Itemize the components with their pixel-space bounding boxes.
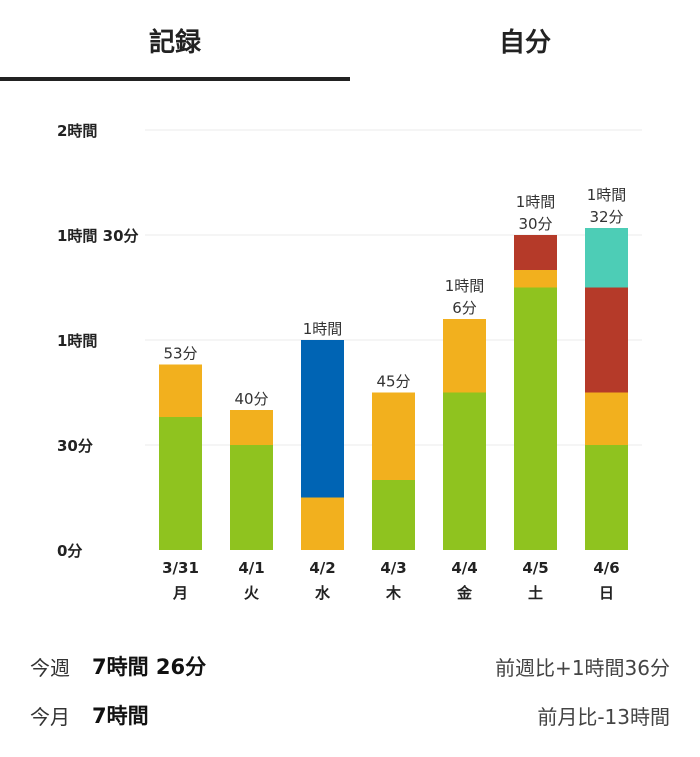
y-tick-label: 30分 (57, 437, 93, 455)
monthly-summary-row: 今月 7時間 前月比-13時間 (30, 695, 670, 735)
bar-segment-orange (159, 364, 202, 417)
tab-bar: 記録 自分 (0, 0, 700, 82)
weekly-stacked-bar-chart: 0分 30分 1時間 1時間 30分 2時間 53分 3/31 月 40分 4/1 火 1時間 4/2 水… (57, 122, 642, 602)
x-tick-weekday: 月 (172, 584, 188, 602)
bar-total-label: 30分 (518, 215, 552, 233)
bar-total-label: 1時間 (516, 193, 556, 211)
bar-segment-teal (585, 228, 628, 288)
x-tick-weekday: 水 (315, 584, 331, 602)
bar-segment-orange (301, 497, 344, 550)
bar-segment-red (514, 235, 557, 270)
tab-self[interactable]: 自分 (498, 27, 551, 58)
weekly-summary-row: 今週 7時間 26分 前週比+1時間36分 (30, 646, 670, 686)
month-comparison: 前月比-13時間 (537, 704, 670, 729)
y-tick-label: 1時間 (57, 332, 97, 350)
bar-total-label: 6分 (452, 299, 477, 317)
x-tick-date: 4/6 (593, 559, 619, 577)
x-tick-weekday: 土 (528, 584, 543, 602)
x-tick-date: 4/3 (380, 559, 406, 577)
bar-segment-orange (514, 270, 557, 288)
y-tick-label: 2時間 (57, 122, 97, 140)
active-tab-indicator (0, 77, 350, 81)
month-total-value: 7時間 (92, 704, 149, 728)
x-tick-date: 4/2 (309, 559, 335, 577)
y-tick-label: 1時間 30分 (57, 227, 139, 245)
bar-segment-orange (443, 319, 486, 393)
bar-segment-green (230, 445, 273, 550)
week-label: 今週 (30, 655, 70, 680)
bar-segment-red (585, 287, 628, 393)
x-tick-weekday: 木 (385, 584, 402, 602)
week-total-value: 7時間 26分 (92, 655, 207, 679)
x-tick-weekday: 日 (599, 584, 614, 602)
bar-segment-orange (585, 392, 628, 445)
bar-segment-blue (301, 340, 344, 498)
bar-total-label: 1時間 (303, 320, 343, 338)
week-comparison: 前週比+1時間36分 (495, 655, 670, 680)
tab-record[interactable]: 記録 (148, 27, 201, 58)
month-label: 今月 (30, 704, 70, 729)
x-tick-date: 4/5 (522, 559, 548, 577)
x-tick-date: 3/31 (162, 559, 199, 577)
bar-total-label: 32分 (589, 208, 623, 226)
x-tick-weekday: 金 (456, 584, 473, 602)
bar-total-label: 1時間 (587, 186, 627, 204)
bar-total-label: 53分 (163, 345, 197, 363)
bar-segment-orange (372, 392, 415, 480)
bar-segment-orange (230, 410, 273, 445)
bar-segment-green (585, 445, 628, 550)
x-tick-date: 4/4 (451, 559, 477, 577)
bar-total-label: 45分 (376, 373, 410, 391)
y-tick-label: 0分 (57, 542, 82, 560)
bar-segment-green (514, 287, 557, 550)
x-tick-weekday: 火 (244, 584, 260, 602)
bar-segment-green (159, 417, 202, 550)
bar-total-label: 40分 (234, 390, 268, 408)
bar-segment-green (372, 480, 415, 550)
bar-segment-green (443, 392, 486, 550)
bar-total-label: 1時間 (445, 277, 485, 295)
x-tick-date: 4/1 (238, 559, 264, 577)
